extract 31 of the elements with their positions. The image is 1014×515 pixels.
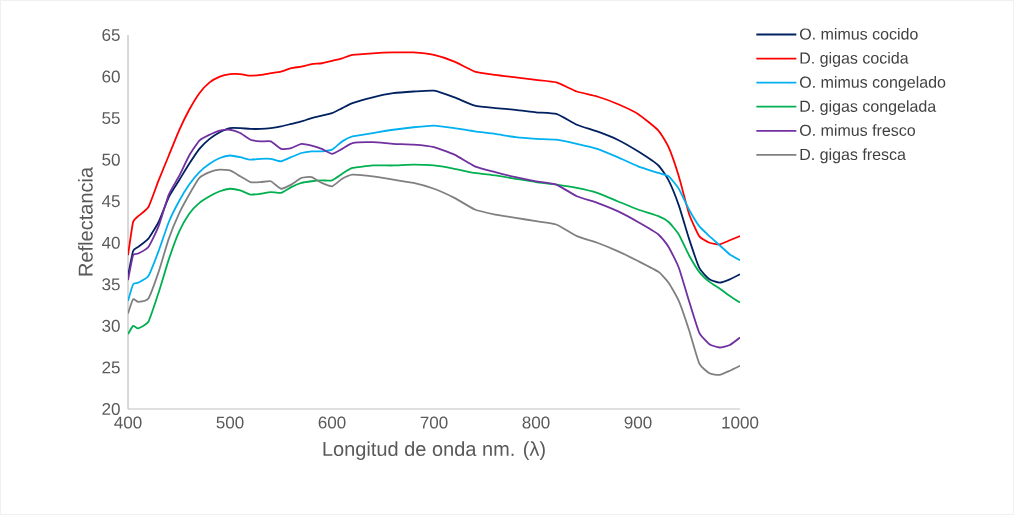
y-tick-label: 20	[102, 402, 120, 416]
x-tick-label: 700	[420, 416, 448, 429]
line-series	[128, 163, 741, 336]
line-series	[128, 128, 741, 349]
legend-label: D. gigas congelada	[800, 100, 937, 116]
y-tick-label: 45	[101, 195, 120, 208]
x-tick-label: 900	[624, 416, 652, 429]
y-tick-label: 65	[102, 28, 120, 42]
legend-label: D. gigas cocida	[800, 52, 909, 67]
y-tick-label: 55	[102, 112, 120, 125]
y-tick-label: 35	[102, 278, 120, 291]
line-series	[128, 51, 741, 257]
line-series	[128, 168, 741, 376]
legend-label: O. mimus congelado	[800, 76, 946, 92]
x-axis-title: Longitud de onda nm. (λ)	[323, 441, 545, 461]
y-tick-label: 25	[102, 361, 120, 374]
y-tick-label: 60	[102, 70, 120, 83]
legend-label: O. mimus cocido	[800, 27, 918, 40]
y-axis-title: Reflectancia	[78, 166, 93, 276]
line-series	[128, 124, 741, 302]
y-tick-label: 40	[101, 236, 120, 249]
x-tick-label: 400	[114, 416, 142, 429]
y-tick-label: 50	[102, 153, 120, 166]
legend-label: O. mimus fresco	[800, 124, 916, 136]
line-series	[128, 89, 741, 284]
legend-label: D. gigas fresca	[800, 148, 906, 164]
x-tick-label: 800	[522, 416, 550, 429]
x-tick-label: 600	[318, 416, 346, 429]
x-tick-label: 1000	[722, 416, 759, 429]
y-tick-label: 30	[102, 319, 120, 332]
x-tick-label: 500	[216, 416, 244, 429]
